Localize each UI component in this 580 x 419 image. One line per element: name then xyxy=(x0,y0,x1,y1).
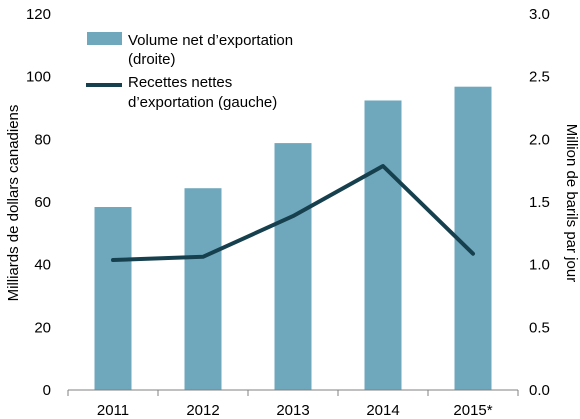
right-tick-label-1.5: 1.5 xyxy=(529,194,550,211)
right-tick-label-2.5: 2.5 xyxy=(529,69,550,86)
x-tick-label-2015*: 2015* xyxy=(453,402,492,419)
right-tick-label-2.0: 2.0 xyxy=(529,131,550,148)
left-tick-label-100: 100 xyxy=(26,69,51,86)
left-tick-label-120: 120 xyxy=(26,6,51,23)
bar-2013 xyxy=(274,143,312,390)
x-tick-label-2012: 2012 xyxy=(186,402,219,419)
legend-line-label-line2: d’exportation (gauche) xyxy=(128,94,277,111)
right-axis-label: Million de barils par jour xyxy=(563,124,580,282)
bar-2014 xyxy=(364,100,402,390)
left-axis-label: Milliards de dollars canadiens xyxy=(5,105,22,302)
left-axis-tick-labels: 0 20 40 60 80 100 120 xyxy=(26,6,51,399)
bar-series xyxy=(94,86,492,391)
legend-bar-swatch xyxy=(87,32,122,45)
left-tick-label-20: 20 xyxy=(34,319,51,336)
bar-2015* xyxy=(454,86,492,391)
line-series-recettes xyxy=(111,164,475,262)
right-tick-label-3.0: 3.0 xyxy=(529,6,550,23)
x-axis-ticks: 2011 2012 2013 2014 2015* xyxy=(67,390,519,419)
left-tick-label-60: 60 xyxy=(34,194,51,211)
left-tick-label-80: 80 xyxy=(34,131,51,148)
legend-bar-label-line2: (droite) xyxy=(128,51,176,68)
right-tick-label-1.0: 1.0 xyxy=(529,257,550,274)
legend-line-label-line1: Recettes nettes xyxy=(128,74,232,91)
legend: Volume net d’exportation (droite) Recett… xyxy=(86,32,293,111)
right-tick-label-0.5: 0.5 xyxy=(529,319,550,336)
right-tick-label-0.0: 0.0 xyxy=(529,382,550,399)
left-tick-label-40: 40 xyxy=(34,257,51,274)
x-tick-label-2014: 2014 xyxy=(366,402,399,419)
right-axis-tick-labels: 0.0 0.5 1.0 1.5 2.0 2.5 3.0 xyxy=(529,6,550,399)
legend-bar-label-line1: Volume net d’exportation xyxy=(128,32,293,49)
x-tick-label-2011: 2011 xyxy=(97,402,129,419)
bar-2011 xyxy=(94,207,132,390)
x-tick-label-2013: 2013 xyxy=(276,402,309,419)
bar-2012 xyxy=(184,188,222,390)
left-tick-label-0: 0 xyxy=(43,382,51,399)
